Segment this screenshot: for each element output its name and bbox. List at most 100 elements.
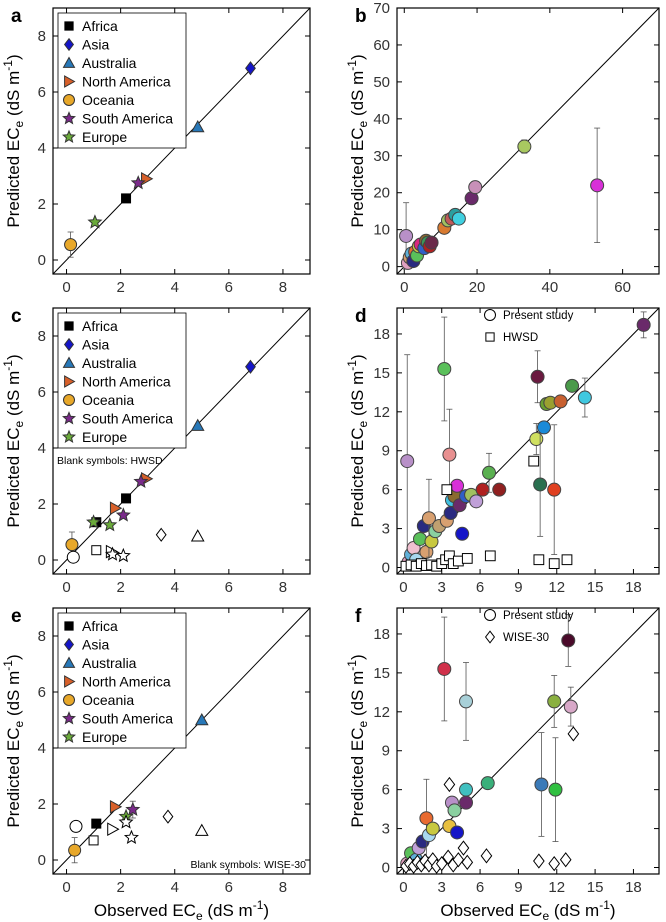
legend-marker [62,429,76,443]
x-tick-label: 6 [225,579,233,596]
y-tick-label: 40 [373,111,390,128]
x-tick-label: 3 [438,879,446,896]
data-point [567,726,580,742]
legend-marker [64,375,76,388]
data-point [435,855,448,872]
data-point [66,550,80,564]
data-point [125,801,141,816]
y-tick-label: 15 [373,665,390,682]
y-tick-label: 8 [38,328,46,345]
data-point [86,514,102,529]
y-tick-label: 15 [373,365,390,382]
legend-marker [63,337,75,352]
x-tick-label: 6 [476,879,484,896]
x-tick-label: 18 [625,879,642,896]
data-point [105,546,121,561]
data-point [548,782,563,797]
data-point [492,482,507,497]
x-tick-label: 20 [469,279,486,296]
data-point [115,547,131,563]
data-point [88,835,99,846]
data-point [459,782,474,797]
blank-symbols-note: Blank symbols: WISE-30 [190,859,306,871]
data-point [517,139,532,154]
y-tick-label: 2 [38,796,46,813]
y-tick-label: 6 [382,782,390,799]
data-point [457,840,470,856]
legend-label: HWSD [503,332,538,344]
x-tick-label: 6 [476,579,484,596]
panel-letter: a [11,6,22,27]
panel-d: 0 3 6 9 12 15 18 0 3 6 9 12 15 18 d Predicted ECe (dS m… [345,306,660,596]
legend-marker [62,129,76,143]
data-point [121,493,132,504]
data-point [64,238,78,252]
y-tick-label: 0 [382,560,390,577]
y-tick-label: 0 [38,552,46,569]
x-tick-label: 2 [116,279,124,296]
data-point [190,119,205,133]
legend-label: Oceania [82,392,134,408]
plot-frame [396,307,660,575]
panel-b: 0 20 40 60 0 10 20 30 40 50 60 70 b Predicted ECe (dS… [345,0,660,296]
x-tick-label: 15 [587,879,604,896]
x-tick-label: 2 [116,579,124,596]
data-point [190,418,205,431]
y-tick-label: 4 [38,440,46,457]
data-point [123,829,139,844]
y-tick-label: 18 [373,326,390,343]
data-point [533,853,545,869]
data-point [530,369,545,384]
data-point [469,494,484,509]
legend-label: Asia [82,337,109,353]
data-point [400,454,415,469]
data-point [69,819,83,833]
y-axis-label: Predicted ECe (dS m-1) [1,54,26,227]
plot-frame [396,7,660,275]
y-tick-label: 10 [373,222,390,239]
data-point [162,809,174,824]
legend-label: Present study [503,610,574,622]
data-point [450,825,465,840]
y-axis-label: Predicted ECe (dS m-1) [1,654,26,827]
legend-marker [64,621,74,631]
legend-marker [63,394,75,406]
data-point [636,317,651,332]
y-axis-label: Predicted ECe (dS m-1) [345,354,370,527]
data-point [561,554,573,566]
data-point [65,538,79,552]
panel-letter: e [11,606,22,627]
y-tick-label: 18 [373,626,390,643]
y-tick-label: 4 [38,740,46,757]
legend-label: Africa [82,18,118,34]
legend-marker [484,609,496,621]
x-tick-label: 9 [514,579,522,596]
y-tick-label: 6 [382,482,390,499]
y-tick-label: 50 [373,74,390,91]
x-tick-label: 4 [171,279,179,296]
y-axis-label: Predicted ECe (dS m-1) [345,654,370,827]
x-tick-label: 0 [399,879,407,896]
legend-marker [484,309,496,321]
y-tick-label: 12 [373,404,390,421]
legend-marker [62,729,76,743]
legend: Africa Asia Australia North America Oceania S… [57,612,187,749]
y-tick-label: 0 [38,252,46,269]
legend-marker [485,332,495,342]
legend-marker [484,630,496,644]
x-tick-label: 0 [62,579,70,596]
data-point [413,531,428,546]
data-point [102,517,118,532]
data-point [437,661,452,676]
y-tick-label: 20 [373,185,390,202]
data-point [455,526,470,541]
panel-letter: f [355,606,362,627]
data-point [548,558,560,569]
y-axis-label: Predicted ECe (dS m-1) [345,54,370,227]
data-point [190,529,205,542]
legend-label: Asia [82,37,109,53]
data-point [451,211,466,226]
legend-marker [64,75,76,88]
